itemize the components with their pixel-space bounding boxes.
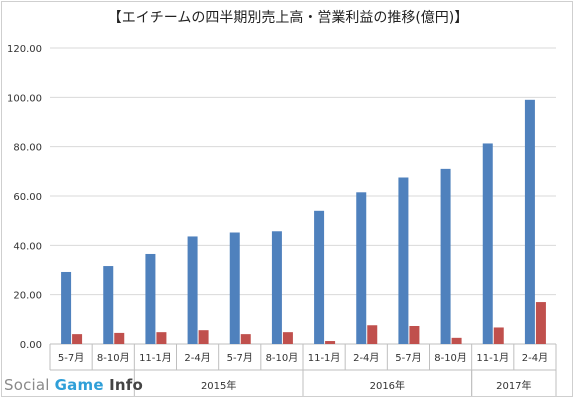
bar-series-2 <box>451 337 462 344</box>
bar-series-1 <box>356 192 367 344</box>
bar-series-1 <box>524 99 535 344</box>
y-tick-label: 0.00 <box>20 340 42 351</box>
x-category-label: 11-1月 <box>476 352 509 364</box>
bar-series-2 <box>156 332 167 344</box>
y-tick-label: 60.00 <box>13 192 42 203</box>
bar-series-1 <box>398 177 409 344</box>
x-category-label: 5-7月 <box>395 352 421 364</box>
bar-series-2 <box>282 332 293 344</box>
watermark-social: Social <box>4 376 55 394</box>
bar-series-1 <box>229 232 240 344</box>
y-tick-label: 20.00 <box>13 291 42 302</box>
chart-title: 【エイチームの四半期別売上高・営業利益の推移(億円)】 <box>107 10 469 26</box>
bar-series-2 <box>535 302 546 344</box>
x-category-label: 2-4月 <box>184 352 210 364</box>
year-group-label: 2016年 <box>370 379 405 392</box>
y-tick-label: 40.00 <box>13 241 42 252</box>
bar-series-1 <box>103 266 114 344</box>
x-category-label: 2-4月 <box>353 352 379 364</box>
bar-series-1 <box>440 168 451 344</box>
x-category-label: 8-10月 <box>434 352 467 364</box>
bar-series-2 <box>493 327 504 344</box>
bar-series-1 <box>187 236 198 344</box>
watermark-game: Game <box>54 376 104 394</box>
bar-series-2 <box>72 334 83 344</box>
bar-series-2 <box>240 334 251 344</box>
y-tick-label: 80.00 <box>13 143 42 154</box>
bar-series-1 <box>482 143 493 344</box>
year-group-label: 2017年 <box>496 379 531 392</box>
x-category-label: 11-1月 <box>139 352 172 364</box>
x-category-label: 8-10月 <box>97 352 130 364</box>
x-category-label: 5-7月 <box>58 352 84 364</box>
y-tick-label: 120.00 <box>7 44 42 55</box>
x-category-label: 11-1月 <box>308 352 341 364</box>
bar-series-1 <box>271 231 282 344</box>
watermark-info: Info <box>103 376 144 394</box>
x-category-label: 8-10月 <box>266 352 299 364</box>
bar-series-2 <box>198 330 209 344</box>
x-category-label: 5-7月 <box>227 352 253 364</box>
bar-series-2 <box>409 325 420 344</box>
bar-series-1 <box>61 271 72 344</box>
bar-series-1 <box>145 253 156 344</box>
x-category-label: 2-4月 <box>522 352 548 364</box>
bar-series-2 <box>325 341 336 344</box>
bar-series-2 <box>114 332 125 344</box>
watermark-logo: Social Game Info <box>4 376 143 394</box>
bar-series-1 <box>314 210 325 344</box>
year-group-label: 2015年 <box>201 379 236 392</box>
bar-series-2 <box>367 325 378 344</box>
y-tick-label: 100.00 <box>7 93 42 104</box>
